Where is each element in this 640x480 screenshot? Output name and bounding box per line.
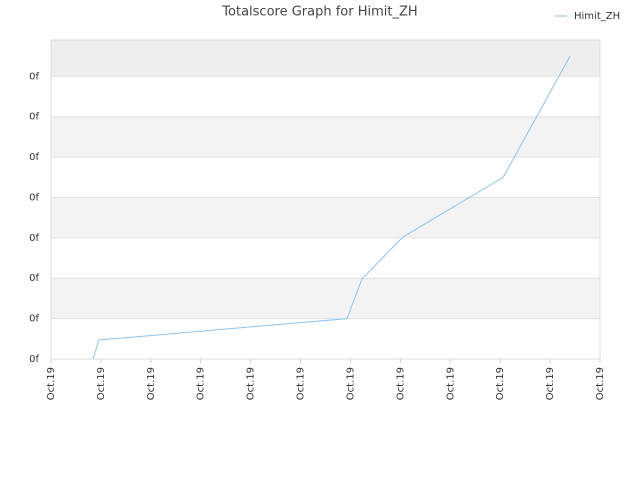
y-tick-label: 0f bbox=[29, 192, 39, 203]
x-tick-label: Oct.19 bbox=[395, 367, 406, 400]
plot-border bbox=[50, 39, 601, 360]
y-tick-label: 0f bbox=[29, 71, 39, 82]
x-tick-label: Oct.19 bbox=[545, 367, 556, 400]
y-tick-label: 0f bbox=[29, 233, 39, 244]
x-tick-label: Oct.19 bbox=[345, 367, 356, 400]
x-tick-label: Oct.19 bbox=[495, 367, 506, 400]
y-tick-label: 0f bbox=[29, 152, 39, 163]
x-tick-label: Oct.19 bbox=[296, 367, 307, 400]
x-tick-label: Oct.19 bbox=[196, 367, 207, 400]
y-tick-label: 0f bbox=[29, 273, 39, 284]
grid-band bbox=[51, 278, 600, 319]
chart-title: Totalscore Graph for Himit_ZH bbox=[221, 5, 417, 20]
y-tick-label: 0f bbox=[29, 354, 39, 365]
legend-label: Himit_ZH bbox=[574, 11, 620, 22]
grid-band bbox=[51, 197, 600, 238]
y-tick-label: 0f bbox=[29, 314, 39, 325]
x-tick-label: Oct.19 bbox=[96, 367, 107, 400]
x-tick-label: Oct.19 bbox=[595, 367, 606, 400]
grid-band bbox=[51, 116, 600, 158]
grid-band bbox=[51, 40, 600, 77]
x-tick-label: Oct.19 bbox=[146, 367, 157, 400]
x-tick-label: Oct.19 bbox=[246, 367, 257, 400]
series-line bbox=[92, 55, 571, 360]
x-tick-label: Oct.19 bbox=[46, 367, 57, 400]
y-tick-label: 0f bbox=[29, 112, 39, 123]
x-tick-label: Oct.19 bbox=[445, 367, 456, 400]
